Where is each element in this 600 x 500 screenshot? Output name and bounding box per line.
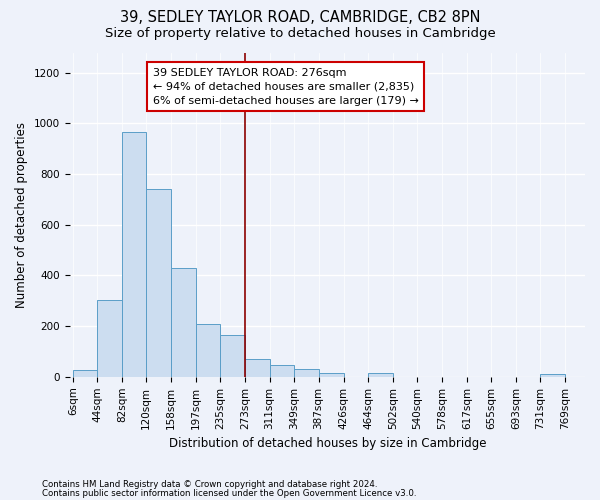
Bar xyxy=(294,369,319,377)
Text: Size of property relative to detached houses in Cambridge: Size of property relative to detached ho… xyxy=(104,28,496,40)
Text: Contains public sector information licensed under the Open Government Licence v3: Contains public sector information licen… xyxy=(42,488,416,498)
Bar xyxy=(73,370,97,377)
Bar xyxy=(196,324,220,377)
Bar xyxy=(122,132,146,377)
Y-axis label: Number of detached properties: Number of detached properties xyxy=(15,122,28,308)
Bar xyxy=(171,268,196,377)
Bar xyxy=(245,359,269,377)
X-axis label: Distribution of detached houses by size in Cambridge: Distribution of detached houses by size … xyxy=(169,437,486,450)
Bar xyxy=(269,364,294,377)
Text: 39, SEDLEY TAYLOR ROAD, CAMBRIDGE, CB2 8PN: 39, SEDLEY TAYLOR ROAD, CAMBRIDGE, CB2 8… xyxy=(120,10,480,25)
Bar xyxy=(220,335,245,377)
Text: 39 SEDLEY TAYLOR ROAD: 276sqm
← 94% of detached houses are smaller (2,835)
6% of: 39 SEDLEY TAYLOR ROAD: 276sqm ← 94% of d… xyxy=(153,68,419,106)
Bar xyxy=(319,373,344,377)
Bar xyxy=(146,188,171,377)
Bar xyxy=(97,300,122,377)
Bar xyxy=(541,374,565,377)
Bar xyxy=(368,373,393,377)
Text: Contains HM Land Registry data © Crown copyright and database right 2024.: Contains HM Land Registry data © Crown c… xyxy=(42,480,377,489)
